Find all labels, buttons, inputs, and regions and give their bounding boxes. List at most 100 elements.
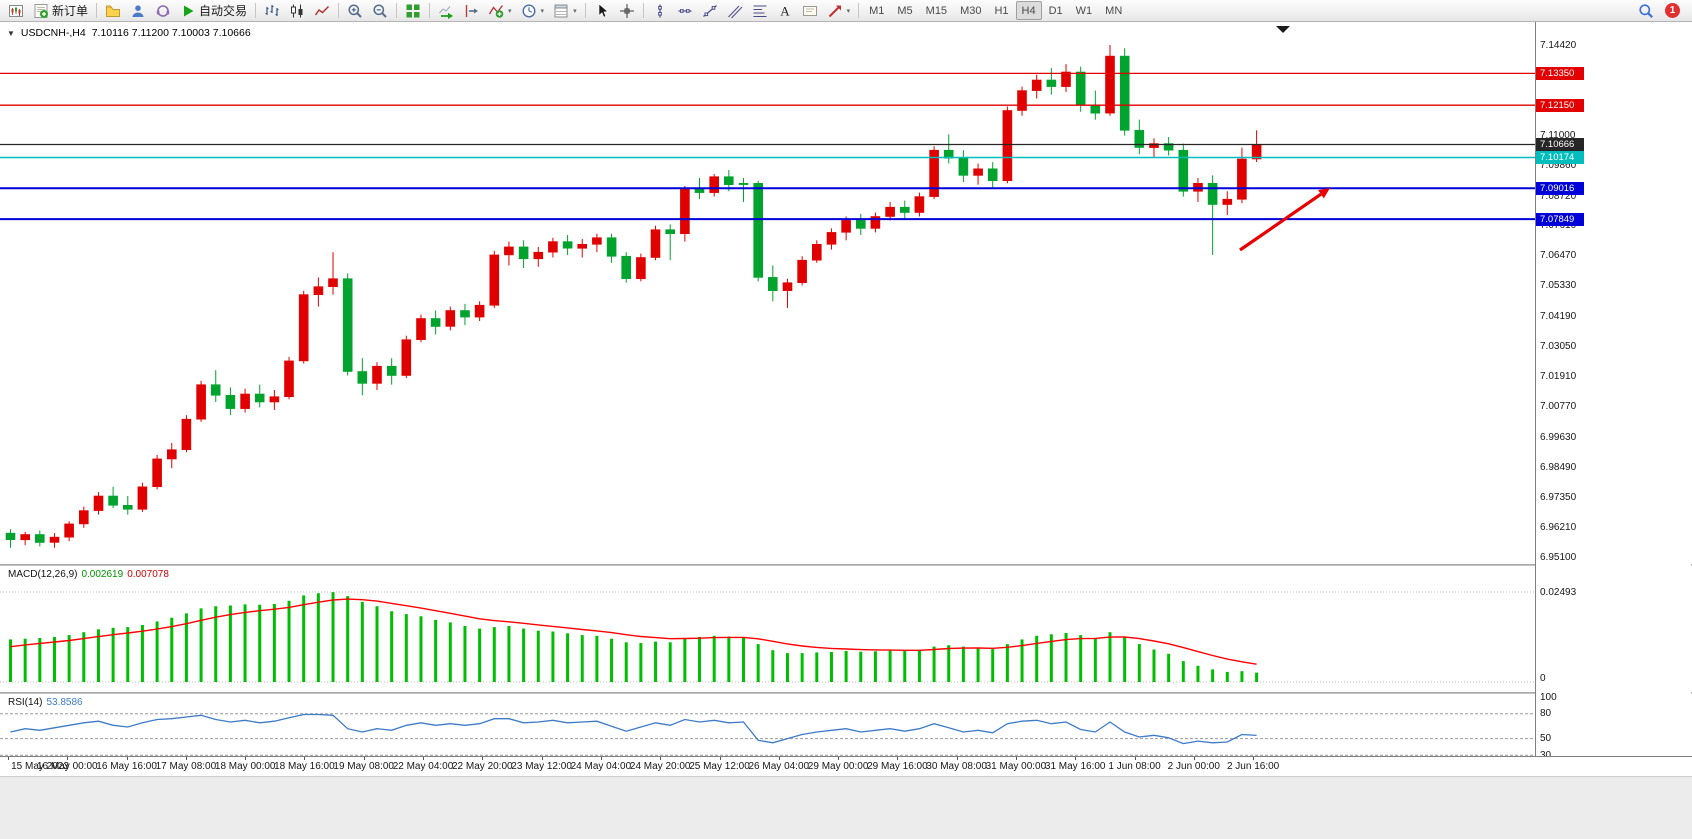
candle <box>489 250 500 308</box>
candle <box>518 240 529 269</box>
time-label: 15 May 2023 <box>11 761 69 772</box>
bars-icon <box>265 4 279 16</box>
timeframe-mn-button[interactable]: MN <box>1105 4 1123 17</box>
time-label: 25 May 12:00 <box>689 761 750 772</box>
indicator-icon <box>488 4 504 18</box>
search-button[interactable] <box>1634 1 1658 20</box>
candle <box>548 237 558 258</box>
algo-trading-button[interactable]: 自动交易 <box>176 1 251 20</box>
window-background <box>0 776 1692 839</box>
bar-chart-button[interactable] <box>260 1 284 20</box>
dropdown-arrow-icon: ▾ <box>573 7 577 15</box>
folder-icon <box>106 5 121 17</box>
timeframe-h4-button[interactable]: H4 <box>1015 1 1042 20</box>
candle <box>973 163 983 185</box>
timeframe-m30-button[interactable]: M30 <box>960 4 982 17</box>
time-label: 24 May 04:00 <box>570 761 632 772</box>
trendline-button[interactable] <box>698 1 722 20</box>
axis-tick-label: 6.99630 <box>1540 431 1577 443</box>
candle <box>533 246 544 267</box>
pane-separator[interactable] <box>0 692 1692 694</box>
new-chart-button[interactable] <box>4 1 28 20</box>
vertical-line-button[interactable] <box>648 1 672 20</box>
timeframe-w1-button[interactable]: W1 <box>1075 4 1093 17</box>
candle-chart-button[interactable] <box>285 1 309 20</box>
dropdown-arrow-icon: ▾ <box>508 7 512 15</box>
candle <box>929 146 939 200</box>
candle <box>636 253 646 282</box>
notification-badge[interactable]: 1 <box>1665 3 1680 18</box>
market-watch-button[interactable] <box>151 1 175 20</box>
zoom-in-button[interactable] <box>343 1 367 20</box>
svg-text:A: A <box>780 3 790 18</box>
arrows-button[interactable]: ▾ <box>823 1 855 20</box>
tile-windows-button[interactable] <box>401 1 425 20</box>
data-window-button[interactable] <box>126 1 150 20</box>
time-tick <box>1015 757 1017 760</box>
chart-collapse-icon[interactable]: ▼ <box>7 28 15 38</box>
search-icon <box>1639 3 1653 18</box>
macd-value: 0.002619 <box>81 569 124 580</box>
candle <box>298 290 309 364</box>
time-label: 31 May 16:00 <box>1044 761 1106 772</box>
profiles-button[interactable] <box>101 1 125 20</box>
crosshair-button[interactable] <box>615 1 639 20</box>
auto-scroll-button[interactable] <box>434 1 458 20</box>
candle <box>1061 64 1071 92</box>
fibo-icon <box>753 5 767 17</box>
candle <box>606 233 617 263</box>
equidistant-channel-button[interactable] <box>723 1 747 20</box>
axis-tick-label: 7.06470 <box>1540 250 1577 262</box>
price-chart[interactable] <box>0 22 1535 564</box>
candle <box>650 225 661 261</box>
toolbar-separator <box>396 3 398 18</box>
price-axis[interactable]: 7.144207.110007.098607.087207.076107.064… <box>1535 22 1691 761</box>
text-label-button[interactable] <box>798 1 822 20</box>
timeframe-m1-button[interactable]: M1 <box>869 4 885 17</box>
dropdown-arrow-icon: ▾ <box>540 7 545 15</box>
timeframe-d1-button[interactable]: D1 <box>1048 4 1063 17</box>
dropdown-arrow-icon: ▾ <box>846 7 851 15</box>
timeframe-h1-button[interactable]: H1 <box>994 4 1009 17</box>
time-tick <box>838 757 840 760</box>
chart-shift-button[interactable] <box>459 1 483 20</box>
timeframe-m5-button[interactable]: M5 <box>897 4 913 17</box>
candle <box>240 388 250 413</box>
macd-pane[interactable] <box>0 566 1535 692</box>
time-label: 31 May 00:00 <box>985 761 1047 772</box>
line-chart-button[interactable] <box>310 1 334 20</box>
axis-tick-label: 0.02493 <box>1540 586 1577 598</box>
tline-icon <box>702 4 717 17</box>
fibonacci-retracement-button[interactable] <box>748 1 772 20</box>
candle <box>196 380 206 422</box>
timeframe-m15-button[interactable]: M15 <box>925 4 948 17</box>
pane-separator[interactable] <box>0 564 1692 566</box>
periods-button[interactable]: ▾ <box>517 1 549 20</box>
neworder-icon <box>34 3 48 18</box>
time-tick <box>185 757 187 760</box>
hline-icon <box>678 8 692 13</box>
time-tick <box>1253 757 1255 760</box>
indicators-list-button[interactable]: ▾ <box>484 1 516 20</box>
trend-arrow-line[interactable] <box>1239 192 1322 252</box>
horizontal-line-button[interactable] <box>673 1 697 20</box>
zoom-out-button[interactable] <box>368 1 392 20</box>
time-tick <box>423 757 424 760</box>
shift-icon <box>465 4 479 17</box>
templates-button[interactable]: ▾ <box>549 1 581 20</box>
macd-signal-value: 0.007078 <box>127 569 169 580</box>
time-tick <box>719 757 721 760</box>
toolbar-separator <box>584 3 586 18</box>
rsi-pane[interactable] <box>0 694 1535 756</box>
time-label: 2 Jun 00:00 <box>1167 761 1220 772</box>
text-button[interactable]: A <box>773 1 797 20</box>
time-tick <box>897 757 899 760</box>
new-order-button[interactable]: 新订单 <box>29 1 92 20</box>
candle <box>870 212 881 233</box>
candle <box>914 192 925 217</box>
axis-tick-label: 6.97350 <box>1540 491 1577 503</box>
candle <box>64 521 74 542</box>
time-axis[interactable]: 15 May 2023 16 May 00:00 16 May 16:00 17 Ma… <box>0 756 1692 776</box>
time-label: 1 Jun 08:00 <box>1108 761 1161 772</box>
cursor-button[interactable] <box>590 1 614 20</box>
